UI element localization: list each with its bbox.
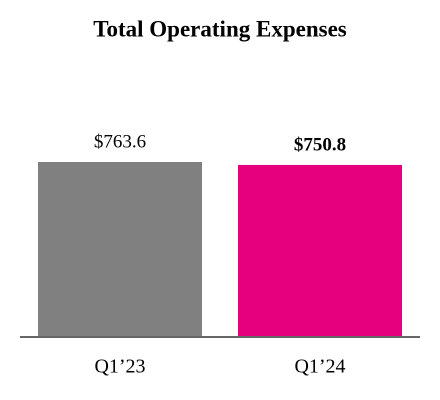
chart-title: Total Operating Expenses xyxy=(93,16,347,41)
value-label: $750.8 xyxy=(294,134,346,155)
x-tick-label: Q1’24 xyxy=(294,356,345,378)
value-label: $763.6 xyxy=(94,131,146,152)
x-tick-label: Q1’23 xyxy=(94,356,145,378)
bar xyxy=(238,164,402,337)
bar xyxy=(38,162,202,337)
